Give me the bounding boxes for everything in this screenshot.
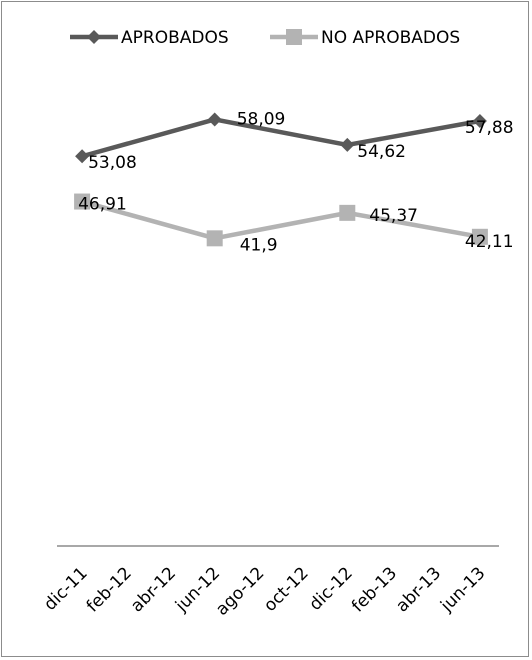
data-label: 58,09 xyxy=(237,109,286,129)
x-tick-label: dic-12 xyxy=(305,563,356,614)
data-label: 53,08 xyxy=(88,153,137,173)
legend-label: APROBADOS xyxy=(121,28,229,48)
series-line-1 xyxy=(81,199,481,241)
x-tick-label: feb-12 xyxy=(83,563,136,616)
marker-point xyxy=(472,113,487,128)
marker-point xyxy=(206,230,223,247)
data-label: 54,62 xyxy=(357,142,406,162)
x-tick-label: feb-13 xyxy=(348,563,401,616)
legend-marker-square xyxy=(286,29,302,45)
legend-marker-diamond xyxy=(87,30,101,44)
marker-point xyxy=(74,193,91,210)
marker-point xyxy=(340,137,355,152)
marker-point xyxy=(471,228,488,245)
x-tick-label: abr-12 xyxy=(127,563,180,616)
marker-point xyxy=(207,112,222,127)
data-label: 46,91 xyxy=(78,195,127,215)
data-label: 41,9 xyxy=(240,235,278,255)
data-labels: 53,08 58,09 54,62 57,88 46,91 41,9 45,37 42,11 xyxy=(78,109,513,255)
x-tick-label: abr-13 xyxy=(392,563,445,616)
x-tick-label: ago-12 xyxy=(212,563,268,619)
data-label: 45,37 xyxy=(369,206,418,226)
series-lines xyxy=(81,117,481,241)
series-line-0 xyxy=(81,117,481,159)
x-tick-label: oct-12 xyxy=(260,563,312,615)
data-label: 42,11 xyxy=(465,232,514,252)
x-axis: dic-11feb-12abr-12jun-12ago-12oct-12dic-… xyxy=(40,545,499,620)
series-markers xyxy=(74,112,488,247)
x-tick-label: dic-11 xyxy=(40,563,91,614)
marker-point xyxy=(339,204,356,221)
x-tick-label: jun-13 xyxy=(436,563,489,616)
legend: APROBADOS NO APROBADOS xyxy=(70,28,460,48)
legend-label: NO APROBADOS xyxy=(321,28,460,48)
marker-point xyxy=(75,149,90,164)
data-label: 57,88 xyxy=(465,118,514,138)
